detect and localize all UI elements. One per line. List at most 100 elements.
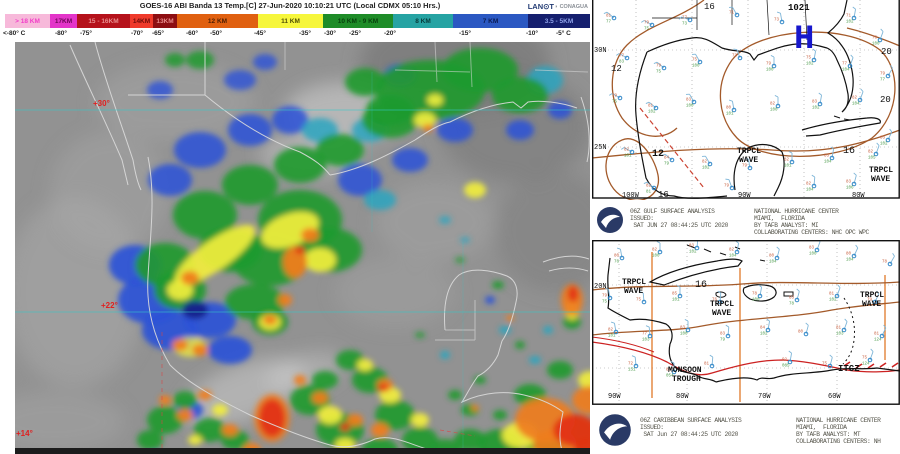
svg-text:102: 102 <box>760 333 768 337</box>
temperature-tick: -30° <box>324 30 336 37</box>
gulf-chart-frame <box>591 0 900 199</box>
caption-line: COLLABORATING CENTERS: NHC OPC WPC <box>754 229 869 236</box>
svg-text:92: 92 <box>782 359 788 363</box>
gulf-surface-analysis-chart: 81 77 79 75 77 73 71 73 71 102 76 100 77 83 79 75 75 100 7… <box>591 0 900 201</box>
svg-text:82: 82 <box>666 369 672 373</box>
temperature-tick: -65° <box>152 30 164 37</box>
svg-text:TRPCL: TRPCL <box>737 147 761 156</box>
svg-text:+22°: +22° <box>101 301 118 310</box>
svg-text:102: 102 <box>829 299 837 303</box>
svg-text:100: 100 <box>686 105 694 109</box>
svg-text:80: 80 <box>798 331 804 335</box>
svg-text:81: 81 <box>874 333 880 337</box>
svg-text:83: 83 <box>824 155 830 159</box>
svg-text:79: 79 <box>602 295 608 299</box>
svg-text:100: 100 <box>692 65 700 69</box>
satellite-panel: GOES-16 ABI Banda 13 Temp.[C] 27-Jun-202… <box>3 1 590 454</box>
coastlines <box>69 42 590 454</box>
svg-text:100: 100 <box>652 255 660 259</box>
temperature-tick: -45° <box>254 30 266 37</box>
svg-text:WAVE: WAVE <box>624 287 643 296</box>
scale-segment: 14KM <box>130 14 153 28</box>
caption-line: NATIONAL HURRICANE CENTER <box>796 417 881 424</box>
svg-text:124: 124 <box>862 363 870 367</box>
svg-text:80W: 80W <box>676 393 689 401</box>
svg-text:101: 101 <box>624 155 632 159</box>
svg-text:30N: 30N <box>594 47 607 55</box>
caribbean-isobars <box>591 281 900 336</box>
svg-text:82: 82 <box>702 161 708 165</box>
scale-segment: 13KM <box>153 14 177 28</box>
svg-text:TROUGH: TROUGH <box>672 375 701 384</box>
scale-segment: 15 - 16KM <box>77 14 130 28</box>
svg-text:85: 85 <box>672 293 678 297</box>
svg-text:102: 102 <box>880 143 888 147</box>
svg-text:79: 79 <box>742 165 748 169</box>
svg-text:83: 83 <box>812 101 818 105</box>
temperature-tick: -20° <box>384 30 396 37</box>
svg-text:81: 81 <box>704 363 710 367</box>
svg-text:TRPCL: TRPCL <box>622 278 646 287</box>
caribbean-coastlines <box>607 244 900 383</box>
svg-text:60W: 60W <box>828 393 841 401</box>
temperature-tick: -35° <box>299 30 311 37</box>
caption-line: NATIONAL HURRICANE CENTER <box>754 208 839 215</box>
svg-text:101: 101 <box>784 165 792 169</box>
svg-text:100: 100 <box>752 299 760 303</box>
svg-text:82: 82 <box>652 249 658 253</box>
svg-text:77: 77 <box>842 63 848 67</box>
svg-text:83: 83 <box>689 245 695 249</box>
svg-text:104: 104 <box>852 103 860 107</box>
svg-text:100: 100 <box>770 109 778 113</box>
svg-text:79: 79 <box>724 185 730 189</box>
svg-text:84: 84 <box>760 327 766 331</box>
svg-text:82: 82 <box>624 149 630 153</box>
svg-text:MONSOON: MONSOON <box>668 366 702 375</box>
svg-text:73: 73 <box>774 19 780 23</box>
svg-text:82: 82 <box>806 183 812 187</box>
caption-line: MIAMI, FLORIDA <box>796 424 847 431</box>
caption-line: 06Z CARIBBEAN SURFACE ANALYSIS <box>640 417 742 424</box>
svg-text:103: 103 <box>642 339 650 343</box>
svg-text:16: 16 <box>695 280 707 291</box>
temperature-tick: -10° <box>526 30 538 37</box>
scale-segment: 3.5 - 5KM <box>528 14 590 28</box>
svg-text:20: 20 <box>880 95 891 105</box>
svg-text:102: 102 <box>702 167 710 171</box>
caption-line: 06Z GULF SURFACE ANALYSIS <box>630 208 715 215</box>
svg-text:H: H <box>794 21 814 59</box>
caption-line: BY TAFB ANALYST: MI <box>754 222 819 229</box>
svg-text:75: 75 <box>636 299 642 303</box>
temperature-tick: -50° <box>210 30 222 37</box>
svg-text:25N: 25N <box>594 144 607 152</box>
svg-text:83: 83 <box>809 247 815 251</box>
caribbean-caption-right: NATIONAL HURRICANE CENTER MIAMI, FLORIDA B… <box>796 417 881 445</box>
svg-text:83: 83 <box>789 297 795 301</box>
svg-text:90W: 90W <box>738 192 751 200</box>
svg-text:83: 83 <box>686 99 692 103</box>
svg-text:12: 12 <box>652 149 664 160</box>
altitude-color-scale: > 18 KM 17KM 15 - 16KM 14KM 13KM 12 KM 11 KM 10… <box>5 14 590 28</box>
temperature-tick: -60° <box>186 30 198 37</box>
temperature-tick: -70° <box>131 30 143 37</box>
svg-text:80: 80 <box>726 107 732 111</box>
svg-text:100: 100 <box>872 43 880 47</box>
svg-text:81: 81 <box>646 191 652 195</box>
satellite-title: GOES-16 ABI Banda 13 Temp.[C] 27-Jun-202… <box>139 1 441 10</box>
svg-text:105: 105 <box>868 157 876 161</box>
latitude-labels: +30° +22° +14° <box>16 99 118 438</box>
temperature-tick: -80° <box>55 30 67 37</box>
svg-text:81: 81 <box>829 293 835 297</box>
svg-text:75: 75 <box>822 363 828 367</box>
svg-text:82: 82 <box>784 159 790 163</box>
svg-text:104: 104 <box>842 69 850 73</box>
svg-text:76: 76 <box>712 299 718 303</box>
svg-text:101: 101 <box>672 299 680 303</box>
svg-text:79: 79 <box>880 73 886 77</box>
svg-text:83: 83 <box>846 181 852 185</box>
svg-text:16: 16 <box>843 146 855 157</box>
svg-text:106: 106 <box>846 187 854 191</box>
temperature-tick: -15° <box>459 30 471 37</box>
